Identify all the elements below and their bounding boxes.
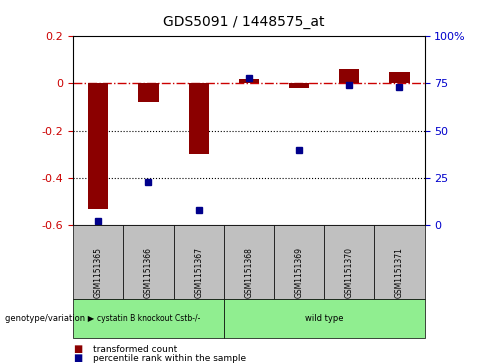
Text: GSM1151370: GSM1151370 [345,247,354,298]
Bar [389,72,409,83]
Text: ■: ■ [73,353,82,363]
Text: GSM1151368: GSM1151368 [244,247,253,298]
Text: GSM1151371: GSM1151371 [395,247,404,298]
Text: percentile rank within the sample: percentile rank within the sample [93,354,246,363]
Text: transformed count: transformed count [93,345,177,354]
Bar [189,83,209,154]
Text: ■: ■ [73,344,82,354]
Bar [139,83,159,102]
Bar [339,69,359,83]
Text: cystatin B knockout Cstb-/-: cystatin B knockout Cstb-/- [97,314,200,323]
Bar [239,79,259,83]
Text: wild type: wild type [305,314,344,323]
Text: GSM1151367: GSM1151367 [194,247,203,298]
Bar [88,83,108,208]
Bar [289,83,309,88]
Text: GSM1151369: GSM1151369 [295,247,304,298]
Text: GSM1151366: GSM1151366 [144,247,153,298]
Text: GSM1151365: GSM1151365 [94,247,103,298]
Text: genotype/variation ▶: genotype/variation ▶ [5,314,94,323]
Text: GDS5091 / 1448575_at: GDS5091 / 1448575_at [163,15,325,29]
